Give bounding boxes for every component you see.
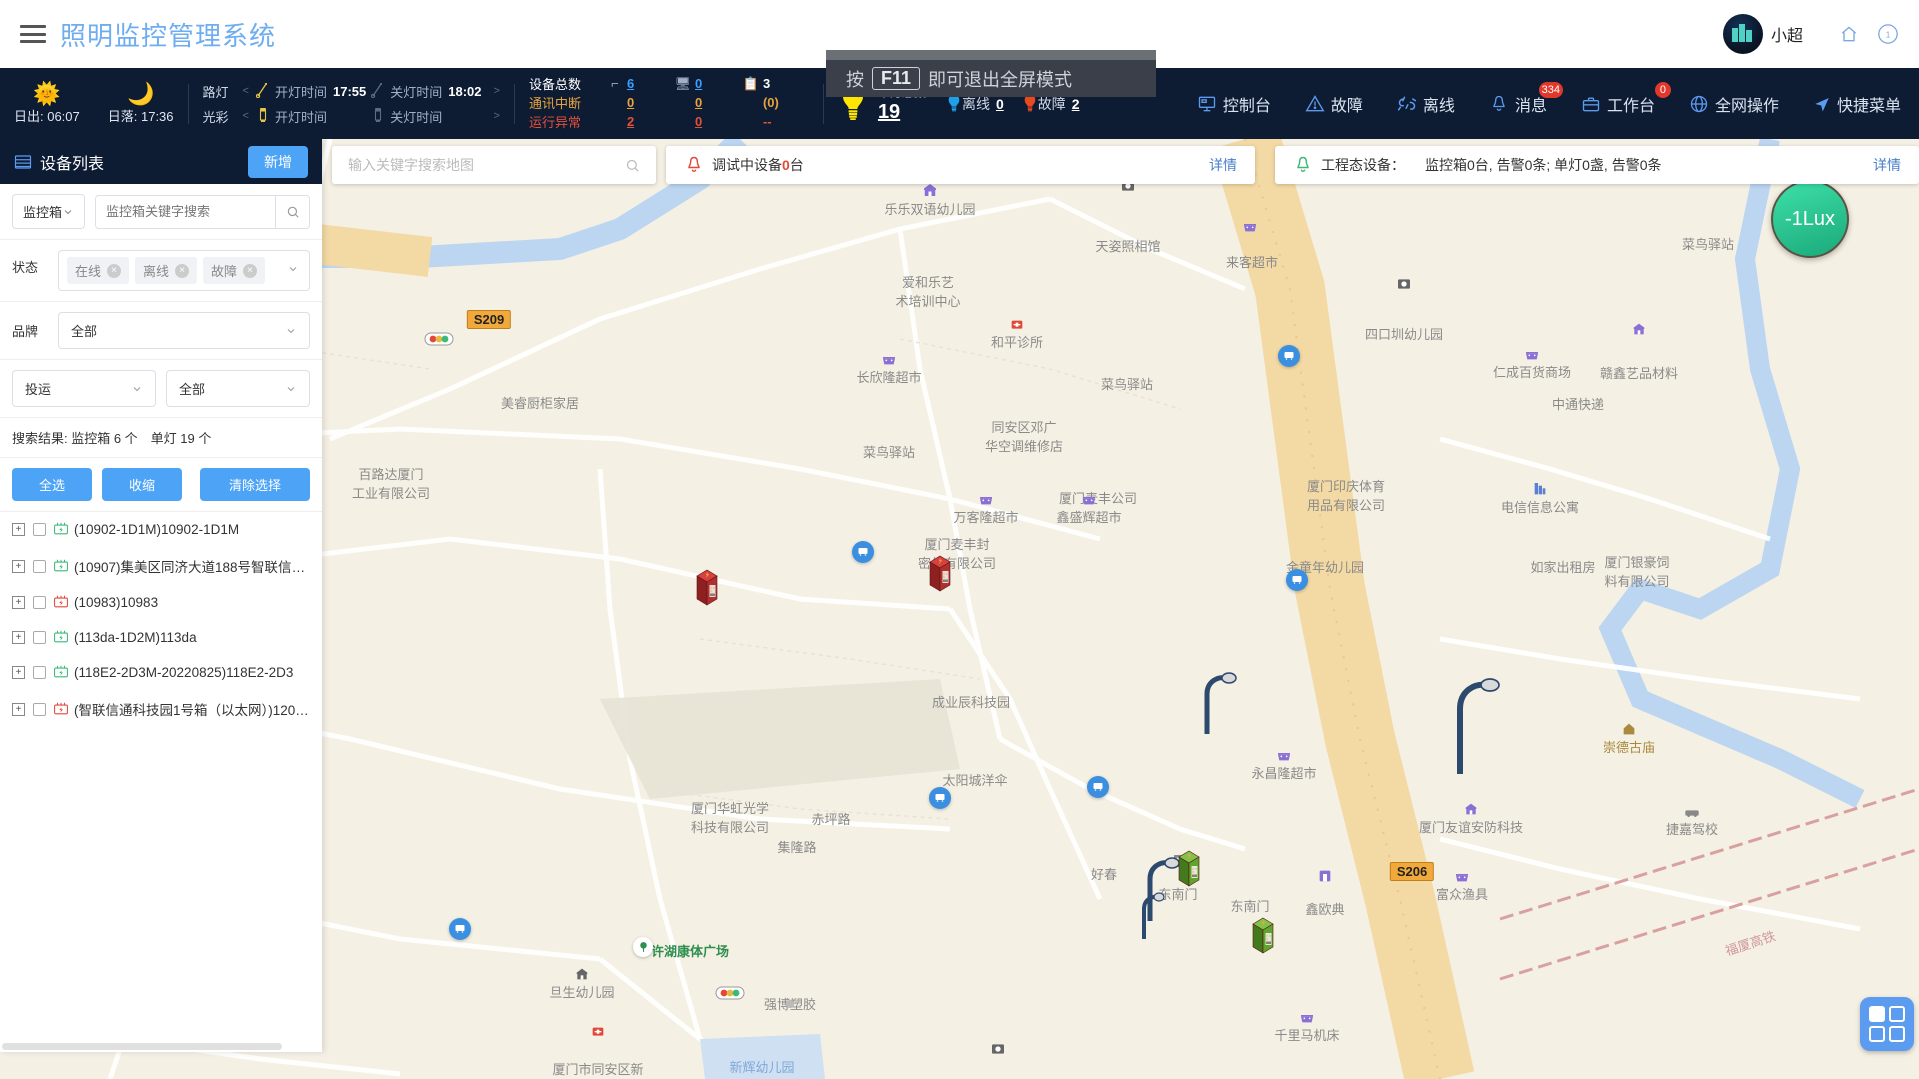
svg-text:1: 1: [1886, 31, 1891, 40]
